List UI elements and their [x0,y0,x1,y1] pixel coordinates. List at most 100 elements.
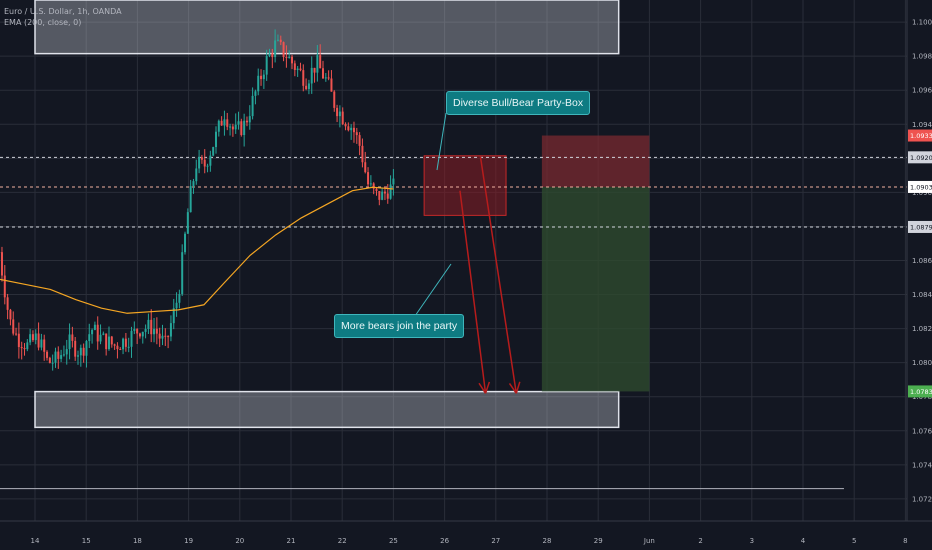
candle-body [237,121,240,125]
candle-body [0,252,3,276]
candle-body [375,188,378,191]
candle-body [17,333,20,348]
candle-body [251,95,254,117]
candle-body [257,75,260,92]
candle-body [369,183,372,185]
candle-body [392,178,395,185]
candle-body [85,341,88,356]
candle-body [26,342,29,350]
candle-body [40,339,43,348]
candle-body [198,157,201,169]
party-box [423,155,507,216]
candle-body [203,159,206,167]
candle-body [231,126,234,130]
price-tick-label: 1.07400 [912,461,932,469]
legend-ema: EMA (200, close, 0) [4,18,82,27]
candle-body [34,333,37,341]
time-tick-label: 20 [235,537,244,545]
candle-body [299,68,302,71]
arrow-head [484,381,491,394]
price-tick-label: 1.08200 [912,325,932,333]
candle-body [189,186,192,213]
candle-body [178,294,181,303]
price-label-text: 1.09032 [910,183,932,191]
candle-body [6,297,9,310]
price-tick-label: 1.09600 [912,87,932,95]
bearish-arrow [459,190,487,394]
candle-body [305,85,308,90]
time-tick-label: 14 [31,537,40,545]
candle-body [9,309,12,320]
more-bears-callout[interactable]: More bears join the party [334,314,465,338]
candle-body [31,334,34,341]
candle-body [110,336,113,345]
bearish-arrow [479,156,518,394]
candle-body [155,328,158,334]
candle-body [220,120,223,126]
candle-body [338,111,341,117]
candle-body [175,302,178,309]
candle-body [150,319,153,335]
candle-body [164,335,167,337]
candle-body [276,39,279,41]
candle-body [65,349,68,355]
take-profit-zone [541,186,650,392]
candle-body [79,347,82,356]
time-tick-label: 19 [184,537,193,545]
candle-body [344,124,347,127]
price-tick-label: 1.08400 [912,291,932,299]
candle-body [186,212,189,234]
candle-body [74,340,77,357]
candle-body [243,120,246,136]
candle-body [324,77,327,79]
candle-body [288,56,291,59]
candle-body [310,67,313,84]
price-tick-label: 1.10000 [912,19,932,27]
candle-body [296,68,299,70]
candle-body [138,333,141,337]
party-box-callout[interactable]: Diverse Bull/Bear Party-Box [446,91,591,115]
ema-line [0,186,394,314]
candle-body [209,155,212,166]
candle-body [265,56,268,75]
candle-body [347,126,350,131]
candle-body [279,39,282,43]
candle-body [350,127,353,131]
candle-body [12,319,15,334]
candle-body [181,252,184,295]
price-tick-label: 1.08600 [912,257,932,265]
time-tick-label: 3 [750,537,754,545]
time-tick-label: 25 [389,537,398,545]
candle-body [285,56,288,59]
candle-body [313,67,316,73]
time-tick-label: 29 [594,537,603,545]
candle-body [71,334,74,341]
price-label-text: 1.09334 [910,132,932,140]
candle-body [268,53,271,57]
candle-body [133,329,136,331]
time-tick-label: 21 [287,537,296,545]
candle-body [260,75,263,80]
candle-body [319,55,322,69]
candle-body [184,233,187,253]
candle-body [167,336,170,338]
legend-symbol: Euro / U.S. Dollar, 1h, OANDA [4,7,122,16]
candle-body [381,191,384,200]
candle-body [217,120,220,132]
candle-body [48,357,51,363]
candle-body [234,124,237,130]
candle-body [82,347,85,356]
candle-body [37,333,40,348]
candle-body [23,348,26,350]
time-tick-label: 22 [338,537,347,545]
candle-body [336,107,339,117]
chart-legend: Euro / U.S. Dollar, 1h, OANDA EMA (200, … [4,6,122,28]
candle-body [141,331,144,337]
candle-body [161,335,164,339]
time-tick-label: 15 [82,537,91,545]
candle-body [192,181,195,187]
price-label-badge [908,180,932,193]
arrow-head [508,382,517,394]
time-tick-label: 27 [491,537,500,545]
